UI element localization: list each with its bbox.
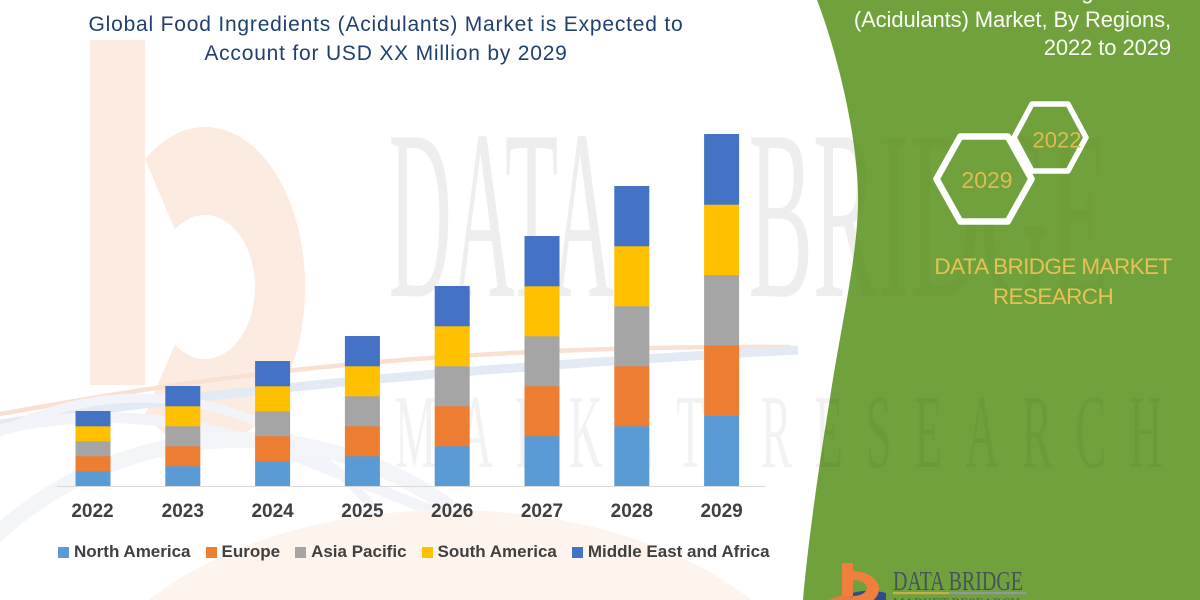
svg-text:DATA BRIDGE: DATA BRIDGE (893, 566, 1023, 596)
svg-text:2022: 2022 (1033, 128, 1082, 153)
svg-text:DATA: DATA (389, 82, 614, 349)
svg-text:MARKET RESEARCH: MARKET RESEARCH (395, 374, 1185, 491)
svg-text:MARKET RESEARCH: MARKET RESEARCH (893, 595, 1020, 600)
svg-text:2029: 2029 (961, 167, 1012, 193)
